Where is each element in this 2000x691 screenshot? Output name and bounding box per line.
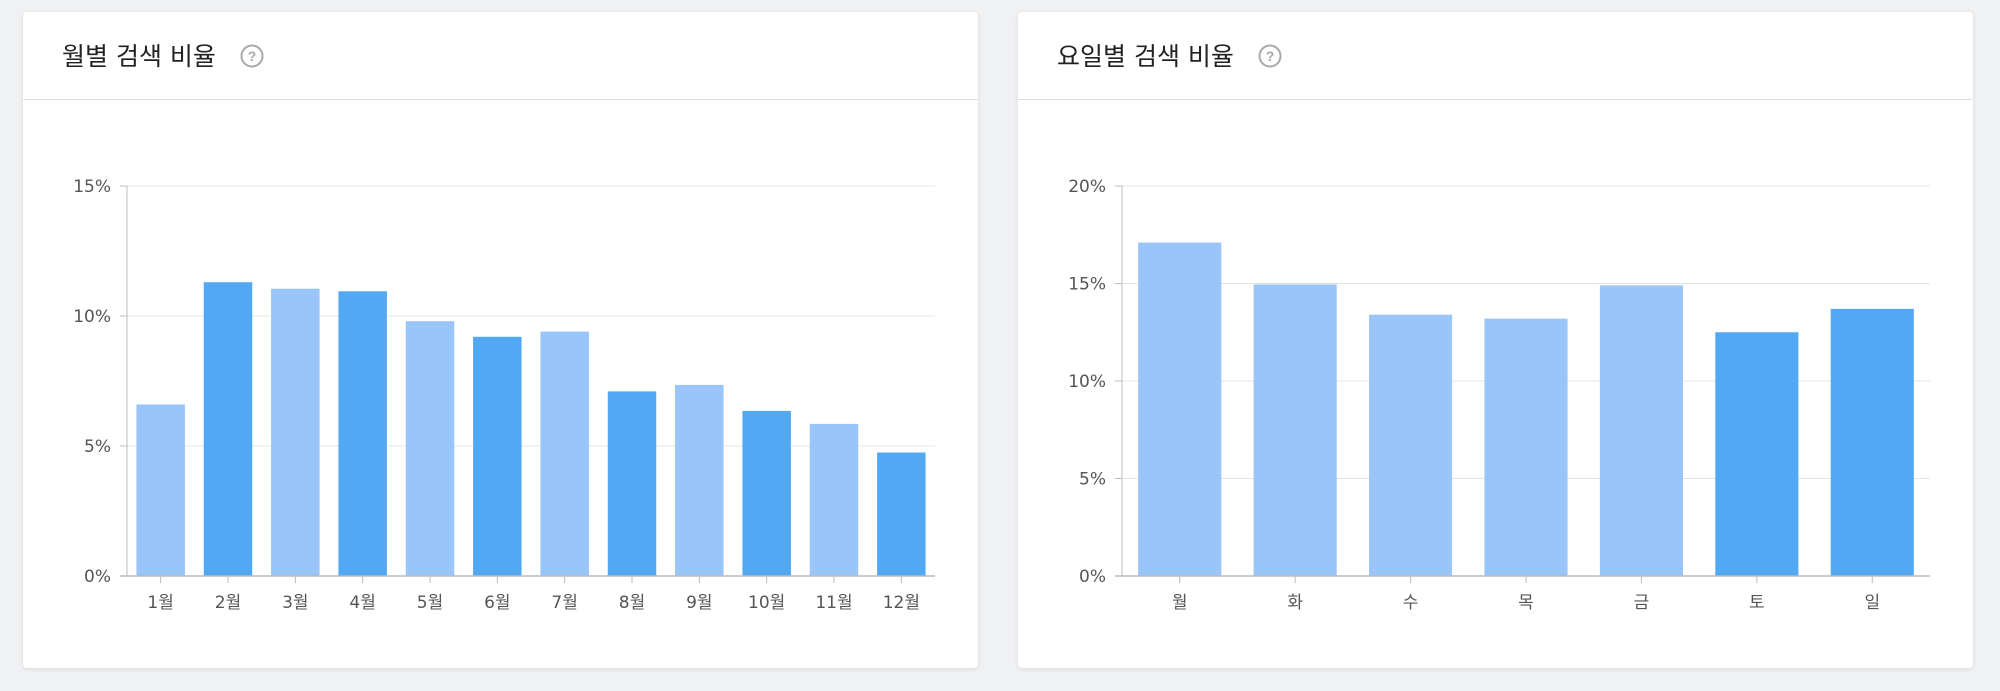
x-tick-label: 10월 [748, 593, 785, 613]
x-tick-label: 목 [1518, 593, 1534, 613]
y-tick-label: 15% [1068, 275, 1106, 295]
bar-3[interactable] [271, 288, 320, 576]
bar-2[interactable] [1253, 284, 1337, 576]
weekday-bar-chart: 0% 5% 10% 15% 20% 월 화 수 목 금 토 일 [1068, 177, 1930, 613]
bar-6[interactable] [473, 336, 522, 576]
bar-11[interactable] [809, 423, 859, 576]
question-circle-icon[interactable]: ? [240, 44, 264, 68]
x-tick-label: 3월 [282, 593, 308, 613]
bar-5[interactable] [1599, 285, 1683, 576]
y-tick-label: 0% [84, 567, 111, 587]
monthly-bar-chart: 0% 5% 10% 15% 1월 2월 3월 4월 5월 6월 7월 8월 9월 10월 11월 12월 [73, 177, 935, 613]
y-tick-label: 20% [1068, 177, 1106, 197]
bar-12[interactable] [877, 452, 926, 577]
x-tick-label: 수 [1403, 593, 1419, 613]
chart-title-row: 요일별 검색 비율 ? [1057, 40, 1282, 74]
bar-5[interactable] [405, 321, 455, 576]
bar-1[interactable] [1138, 242, 1222, 577]
x-tick-label: 11월 [815, 593, 852, 613]
bar-6[interactable] [1715, 332, 1799, 576]
bar-4[interactable] [338, 291, 387, 576]
y-tick-label: 15% [73, 177, 111, 197]
x-tick-label: 8월 [619, 593, 645, 613]
bar-9[interactable] [675, 384, 724, 576]
bar-10[interactable] [742, 410, 791, 576]
y-tick-label: 0% [1079, 567, 1106, 587]
bar-4[interactable] [1484, 318, 1568, 576]
y-tick-label: 5% [84, 437, 111, 457]
chart-title: 월별 검색 비율 [62, 42, 216, 71]
bar-8[interactable] [607, 391, 657, 576]
bar-2[interactable] [203, 282, 253, 576]
x-tick-label: 7월 [551, 593, 577, 613]
card-header: 요일별 검색 비율 ? [1018, 12, 1973, 100]
x-tick-label: 토 [1749, 593, 1765, 613]
x-tick-label: 12월 [883, 593, 920, 613]
x-tick-label: 금 [1634, 593, 1650, 613]
x-tick-label: 2월 [215, 593, 241, 613]
chart-title-row: 월별 검색 비율 ? [62, 40, 264, 74]
x-tick-label: 1월 [147, 593, 173, 613]
x-tick-label: 일 [1864, 593, 1880, 613]
monthly-search-ratio-card: 월별 검색 비율 ? 0% 5% 10% 15% 1월 2월 3월 4월 5월 6월 7월 8월 9월 1… [23, 12, 978, 668]
chart-title: 요일별 검색 비율 [1057, 42, 1234, 71]
svg-text:?: ? [1266, 48, 1275, 64]
y-tick-label: 10% [73, 307, 111, 327]
bar-7[interactable] [540, 331, 589, 576]
svg-text:?: ? [248, 48, 257, 64]
question-circle-icon[interactable]: ? [1258, 44, 1282, 68]
x-tick-label: 5월 [417, 593, 443, 613]
card-header: 월별 검색 비율 ? [23, 12, 978, 100]
bar-3[interactable] [1369, 314, 1453, 576]
x-tick-label: 화 [1287, 593, 1303, 613]
bar-1[interactable] [136, 404, 185, 576]
x-tick-label: 월 [1172, 593, 1188, 613]
x-tick-label: 6월 [484, 593, 510, 613]
x-tick-label: 9월 [686, 593, 712, 613]
x-tick-label: 4월 [349, 593, 375, 613]
weekday-search-ratio-card: 요일별 검색 비율 ? 0% 5% 10% 15% 20% 월 화 수 목 금 토 일 [1018, 12, 1973, 668]
y-tick-label: 10% [1068, 372, 1106, 392]
y-tick-label: 5% [1079, 470, 1106, 490]
bar-7[interactable] [1830, 308, 1914, 576]
